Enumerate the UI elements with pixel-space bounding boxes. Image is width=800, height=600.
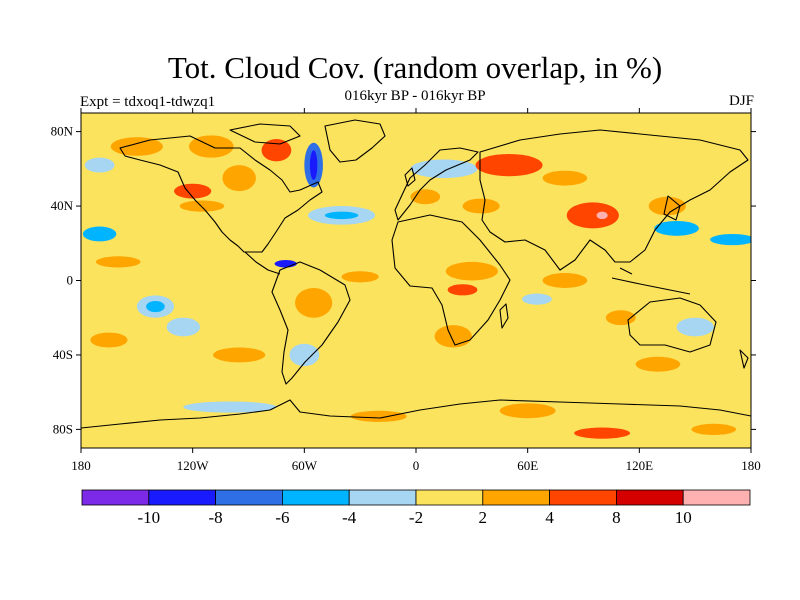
anomaly-patch	[274, 260, 297, 268]
anomaly-patch	[213, 347, 266, 363]
anomaly-patch	[309, 150, 318, 180]
anomaly-patch	[654, 220, 699, 236]
coastlines	[81, 119, 751, 429]
coastline-australia	[627, 297, 717, 353]
lon-tick-label: 60W	[292, 458, 318, 473]
anomaly-patch	[447, 284, 478, 296]
coastline-antarctica	[81, 399, 751, 429]
coastline-japan	[663, 195, 681, 221]
coastline-greenland	[324, 119, 386, 163]
colorbar-swatch	[482, 489, 550, 506]
anomaly-field	[81, 113, 751, 448]
anomaly-patch	[475, 153, 543, 177]
colorbar-swatch	[281, 489, 350, 506]
colorbar-label: -4	[342, 508, 357, 527]
lon-tick-label: 120W	[177, 458, 210, 473]
anomaly-patch	[648, 196, 686, 216]
coastline-europe	[394, 147, 479, 221]
anomaly-patch	[341, 271, 379, 283]
lon-tick-label: 60E	[517, 458, 538, 473]
season-label: DJF	[728, 93, 754, 109]
anomaly-patch	[522, 293, 552, 305]
coastline-british-isles	[404, 167, 416, 187]
anomaly-patch	[445, 261, 498, 281]
coastline-indonesia	[611, 267, 691, 295]
anomaly-patch	[289, 343, 320, 367]
lon-tick-label: 180	[71, 458, 91, 473]
colorbar-swatch	[81, 489, 150, 506]
anomaly-patch	[183, 401, 277, 413]
colorbar-label: -8	[209, 508, 223, 527]
colorbar-label: 2	[479, 508, 488, 527]
anomaly-patch	[566, 202, 619, 229]
colorbar-label: 8	[612, 508, 621, 527]
anomaly-patch	[84, 157, 115, 173]
anomaly-patch	[691, 423, 737, 435]
chart-subtitle: 016kyr BP - 016kyr BP	[344, 88, 486, 104]
coastline-new-zealand	[739, 349, 749, 369]
lon-tick-label: 0	[413, 458, 420, 473]
anomaly-patch	[350, 410, 407, 422]
colorbar-label: 4	[545, 508, 554, 527]
colorbar-swatch	[148, 489, 217, 506]
colorbar-swatch	[215, 489, 283, 506]
lat-tick-label: 40S	[53, 347, 73, 362]
experiment-label: Expt = tdxoq1-tdwzq1	[80, 94, 216, 110]
anomaly-patch	[295, 287, 333, 318]
anomaly-patch	[222, 165, 256, 192]
anomaly-patch	[324, 211, 359, 220]
anomaly-patch	[95, 256, 141, 268]
anomaly-patch	[146, 300, 165, 313]
coastline-africa	[391, 214, 511, 346]
coastline-arctic-islands	[229, 123, 301, 145]
anomaly-patch	[596, 211, 608, 220]
coastline-north-america	[119, 135, 323, 253]
anomaly-patch	[261, 139, 292, 162]
lat-tick-label: 0	[67, 273, 74, 288]
lon-tick-label: 120E	[626, 458, 654, 473]
anomaly-patch	[462, 198, 500, 214]
map-axes: 80N 40N 0 40S 80S 180 120W 60W 0 60E 120E 180	[51, 108, 761, 473]
chart-title: Tot. Cloud Cov. (random overlap, in %)	[167, 50, 663, 85]
lon-tick-label: 180	[741, 458, 761, 473]
anomaly-patch	[542, 170, 588, 186]
anomaly-patch	[110, 137, 163, 156]
coastline-central-america	[244, 251, 281, 275]
anomaly-patch	[499, 403, 556, 419]
anomaly-patch	[542, 273, 588, 288]
anomaly-patch	[90, 332, 128, 348]
colorbar-label: -6	[275, 508, 289, 527]
colorbar-swatch	[348, 489, 417, 506]
anomaly-patch	[82, 226, 117, 242]
coastline-madagascar	[499, 303, 509, 329]
colorbar-label: 10	[675, 508, 692, 527]
anomaly-patch	[635, 356, 681, 372]
coastline-south-america	[271, 261, 351, 385]
colorbar-label: -2	[409, 508, 423, 527]
anomaly-patch	[574, 427, 631, 439]
colorbar-swatch	[415, 489, 484, 506]
anomaly-patch	[710, 233, 751, 246]
anomaly-patch	[166, 317, 201, 337]
colorbar-swatch	[616, 489, 684, 506]
coastline-asia	[479, 129, 749, 271]
lat-tick-label: 40N	[51, 198, 74, 213]
lat-tick-label: 80N	[51, 124, 74, 139]
anomaly-patch	[179, 200, 225, 212]
colorbar-swatch	[549, 489, 617, 506]
colorbar-swatch	[682, 489, 751, 506]
lat-tick-label: 80S	[53, 421, 73, 436]
colorbar-label: -10	[137, 508, 160, 527]
map-background	[81, 113, 751, 448]
anomaly-patch	[676, 317, 714, 337]
anomaly-patch	[434, 325, 472, 348]
colorbar: -10 -8 -6 -4 -2 2 4 8 10	[81, 489, 751, 527]
anomaly-patch	[174, 183, 212, 199]
